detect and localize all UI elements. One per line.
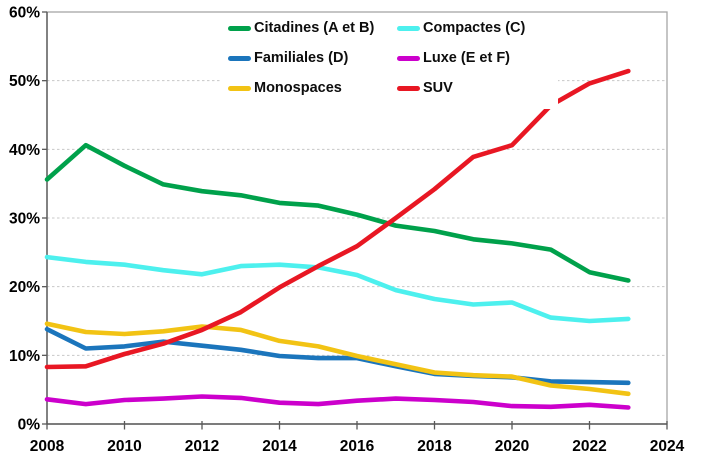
legend-swatch-citadines (228, 25, 251, 31)
legend-item-familiales: Familiales (D) (228, 48, 348, 68)
legend-item-luxe: Luxe (E et F) (397, 48, 510, 68)
x-axis-tick-label: 2008 (30, 438, 65, 455)
legend-label-compactes: Compactes (C) (423, 20, 526, 36)
legend-label-luxe: Luxe (E et F) (423, 50, 511, 66)
y-axis-tick-label: 20% (9, 279, 40, 296)
x-axis-tick-label: 2016 (340, 438, 375, 455)
legend-label-suv: SUV (423, 80, 453, 96)
x-axis-tick-label: 2020 (495, 438, 529, 455)
x-axis-tick-label: 2010 (107, 438, 141, 455)
y-axis-tick-label: 10% (9, 348, 40, 365)
series-line-3 (44, 394, 631, 410)
y-axis-tick-label: 30% (9, 211, 40, 228)
legend-swatch-luxe (397, 55, 420, 61)
x-axis-tick-label: 2022 (572, 438, 606, 455)
series-line-0 (44, 142, 631, 283)
legend-swatch-monospaces (228, 85, 251, 91)
legend-label-citadines: Citadines (A et B) (254, 20, 375, 36)
chart-legend: Citadines (A et B) Compactes (C) Familia… (220, 13, 558, 109)
y-axis-tick-label: 50% (9, 73, 40, 90)
legend-item-compactes: Compactes (C) (397, 18, 525, 38)
legend-swatch-compactes (397, 25, 420, 31)
legend-label-familiales: Familiales (D) (254, 50, 349, 66)
legend-swatch-familiales (228, 55, 251, 61)
series-line-1 (44, 254, 631, 324)
series-line-4 (44, 321, 631, 397)
legend-swatch-suv (397, 85, 420, 91)
legend-item-suv: SUV (397, 78, 453, 98)
y-axis-tick-label: 0% (18, 417, 41, 434)
x-axis-tick-label: 2014 (262, 438, 297, 455)
legend-label-monospaces: Monospaces (254, 80, 342, 96)
series-line-5 (44, 68, 631, 370)
legend-item-monospaces: Monospaces (228, 78, 342, 98)
y-axis-tick-label: 60% (9, 5, 40, 22)
x-axis-tick-label: 2024 (650, 438, 685, 455)
legend-item-citadines: Citadines (A et B) (228, 18, 374, 38)
x-axis-tick-label: 2018 (417, 438, 452, 455)
x-axis-tick-label: 2012 (185, 438, 219, 455)
y-axis-tick-label: 40% (9, 142, 40, 159)
